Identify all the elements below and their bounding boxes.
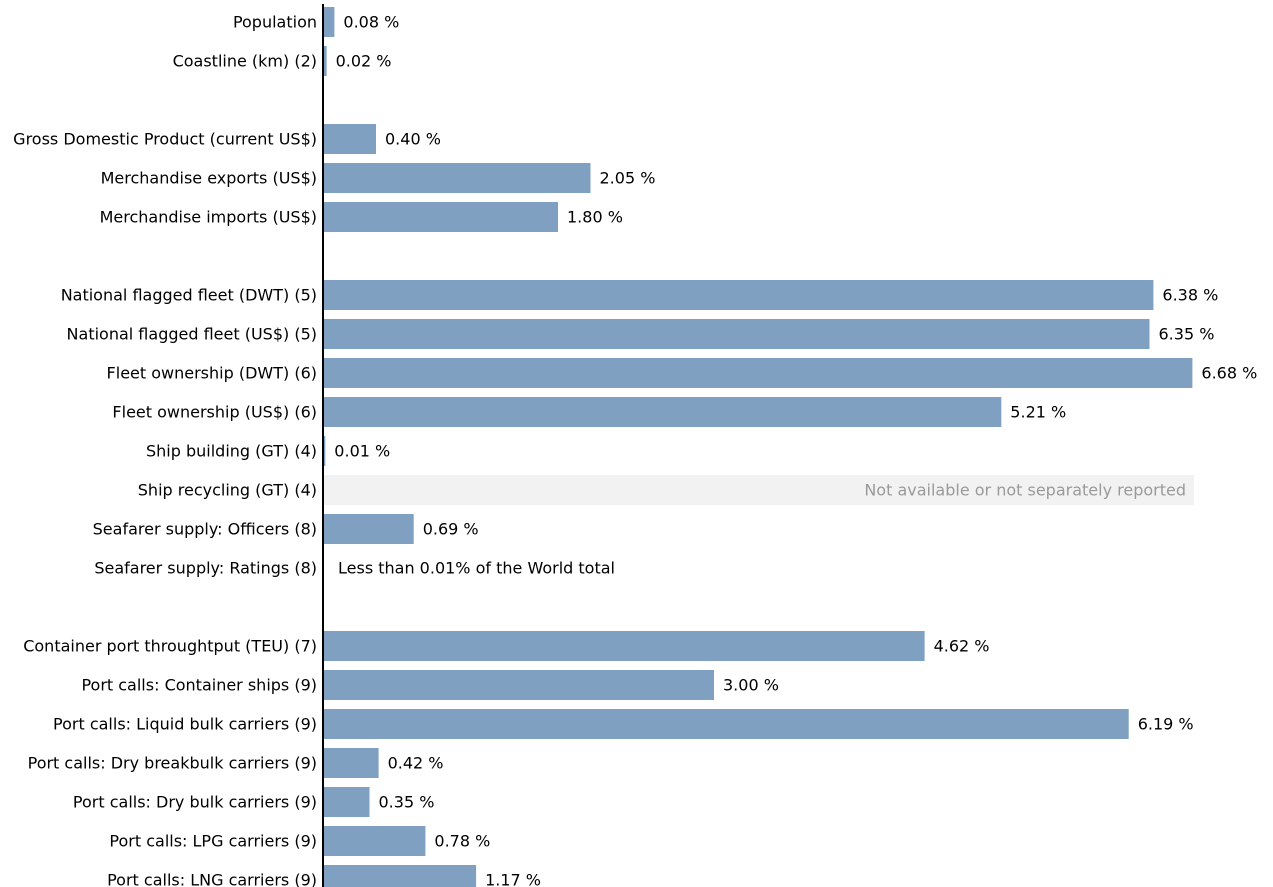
category-label-fleet-ownership-dwt-6: Fleet ownership (DWT) (6) (107, 364, 317, 383)
less-than-note-seafarer-supply-ratings-8: Less than 0.01% of the World total (338, 559, 615, 578)
value-label-port-calls-dry-bulk-carriers-9: 0.35 % (379, 793, 435, 812)
bar-national-flagged-fleet-us-5 (324, 319, 1150, 349)
category-label-population: Population (233, 13, 317, 32)
bar-port-calls-dry-breakbulk-carriers-9 (324, 748, 379, 778)
bar-port-calls-lng-carriers-9 (324, 865, 477, 887)
bar-gross-domestic-product-current-us (324, 124, 376, 154)
value-label-merchandise-exports-us: 2.05 % (600, 169, 656, 188)
bar-merchandise-imports-us (324, 202, 558, 232)
category-label-gross-domestic-product-current-us: Gross Domestic Product (current US$) (13, 130, 317, 149)
category-label-seafarer-supply-ratings-8: Seafarer supply: Ratings (8) (94, 559, 317, 578)
category-label-merchandise-exports-us: Merchandise exports (US$) (101, 169, 317, 188)
value-label-port-calls-container-ships-9: 3.00 % (723, 676, 779, 695)
category-label-fleet-ownership-us-6: Fleet ownership (US$) (6) (112, 403, 317, 422)
not-available-band-ship-recycling-gt-4 (324, 475, 1194, 505)
value-label-fleet-ownership-us-6: 5.21 % (1010, 403, 1066, 422)
bar-port-calls-lpg-carriers-9 (324, 826, 426, 856)
value-label-seafarer-supply-officers-8: 0.69 % (423, 520, 479, 539)
category-label-national-flagged-fleet-dwt-5: National flagged fleet (DWT) (5) (61, 286, 317, 305)
category-label-coastline-km-2: Coastline (km) (2) (173, 52, 317, 71)
category-label-port-calls-dry-bulk-carriers-9: Port calls: Dry bulk carriers (9) (73, 793, 317, 812)
category-label-port-calls-lng-carriers-9: Port calls: LNG carriers (9) (107, 871, 317, 887)
category-label-ship-building-gt-4: Ship building (GT) (4) (146, 442, 317, 461)
bar-national-flagged-fleet-dwt-5 (324, 280, 1154, 310)
value-label-fleet-ownership-dwt-6: 6.68 % (1201, 364, 1257, 383)
value-label-gross-domestic-product-current-us: 0.40 % (385, 130, 441, 149)
value-label-population: 0.08 % (343, 13, 399, 32)
category-label-port-calls-lpg-carriers-9: Port calls: LPG carriers (9) (109, 832, 317, 851)
value-label-container-port-throughtput-teu-7: 4.62 % (934, 637, 990, 656)
value-label-port-calls-dry-breakbulk-carriers-9: 0.42 % (388, 754, 444, 773)
bar-population (324, 7, 335, 37)
category-label-ship-recycling-gt-4: Ship recycling (GT) (4) (138, 481, 317, 500)
category-label-container-port-throughtput-teu-7: Container port throughtput (TEU) (7) (23, 637, 317, 656)
bar-port-calls-liquid-bulk-carriers-9 (324, 709, 1129, 739)
category-label-port-calls-liquid-bulk-carriers-9: Port calls: Liquid bulk carriers (9) (53, 715, 317, 734)
value-label-coastline-km-2: 0.02 % (336, 52, 392, 71)
bar-port-calls-dry-bulk-carriers-9 (324, 787, 370, 817)
value-label-port-calls-lng-carriers-9: 1.17 % (485, 871, 541, 887)
category-label-seafarer-supply-officers-8: Seafarer supply: Officers (8) (93, 520, 317, 539)
category-label-port-calls-container-ships-9: Port calls: Container ships (9) (81, 676, 317, 695)
category-label-merchandise-imports-us: Merchandise imports (US$) (100, 208, 317, 227)
value-label-port-calls-liquid-bulk-carriers-9: 6.19 % (1138, 715, 1194, 734)
bar-ship-building-gt-4 (324, 436, 326, 466)
value-label-port-calls-lpg-carriers-9: 0.78 % (434, 832, 490, 851)
value-label-national-flagged-fleet-us-5: 6.35 % (1159, 325, 1215, 344)
bar-fleet-ownership-us-6 (324, 397, 1002, 427)
bar-coastline-km-2 (324, 46, 327, 76)
bar-container-port-throughtput-teu-7 (324, 631, 925, 661)
bar-fleet-ownership-dwt-6 (324, 358, 1193, 388)
bar-seafarer-supply-officers-8 (324, 514, 414, 544)
value-label-national-flagged-fleet-dwt-5: 6.38 % (1162, 286, 1218, 305)
value-label-merchandise-imports-us: 1.80 % (567, 208, 623, 227)
category-label-national-flagged-fleet-us-5: National flagged fleet (US$) (5) (67, 325, 317, 344)
category-label-port-calls-dry-breakbulk-carriers-9: Port calls: Dry breakbulk carriers (9) (28, 754, 317, 773)
chart-rows: Population 0.08 % Coastline (km) (2) 0.02 %… (13, 7, 1257, 887)
bar-merchandise-exports-us (324, 163, 591, 193)
bar-port-calls-container-ships-9 (324, 670, 714, 700)
value-label-ship-building-gt-4: 0.01 % (334, 442, 390, 461)
not-available-note-ship-recycling-gt-4: Not available or not separately reported (864, 481, 1186, 500)
